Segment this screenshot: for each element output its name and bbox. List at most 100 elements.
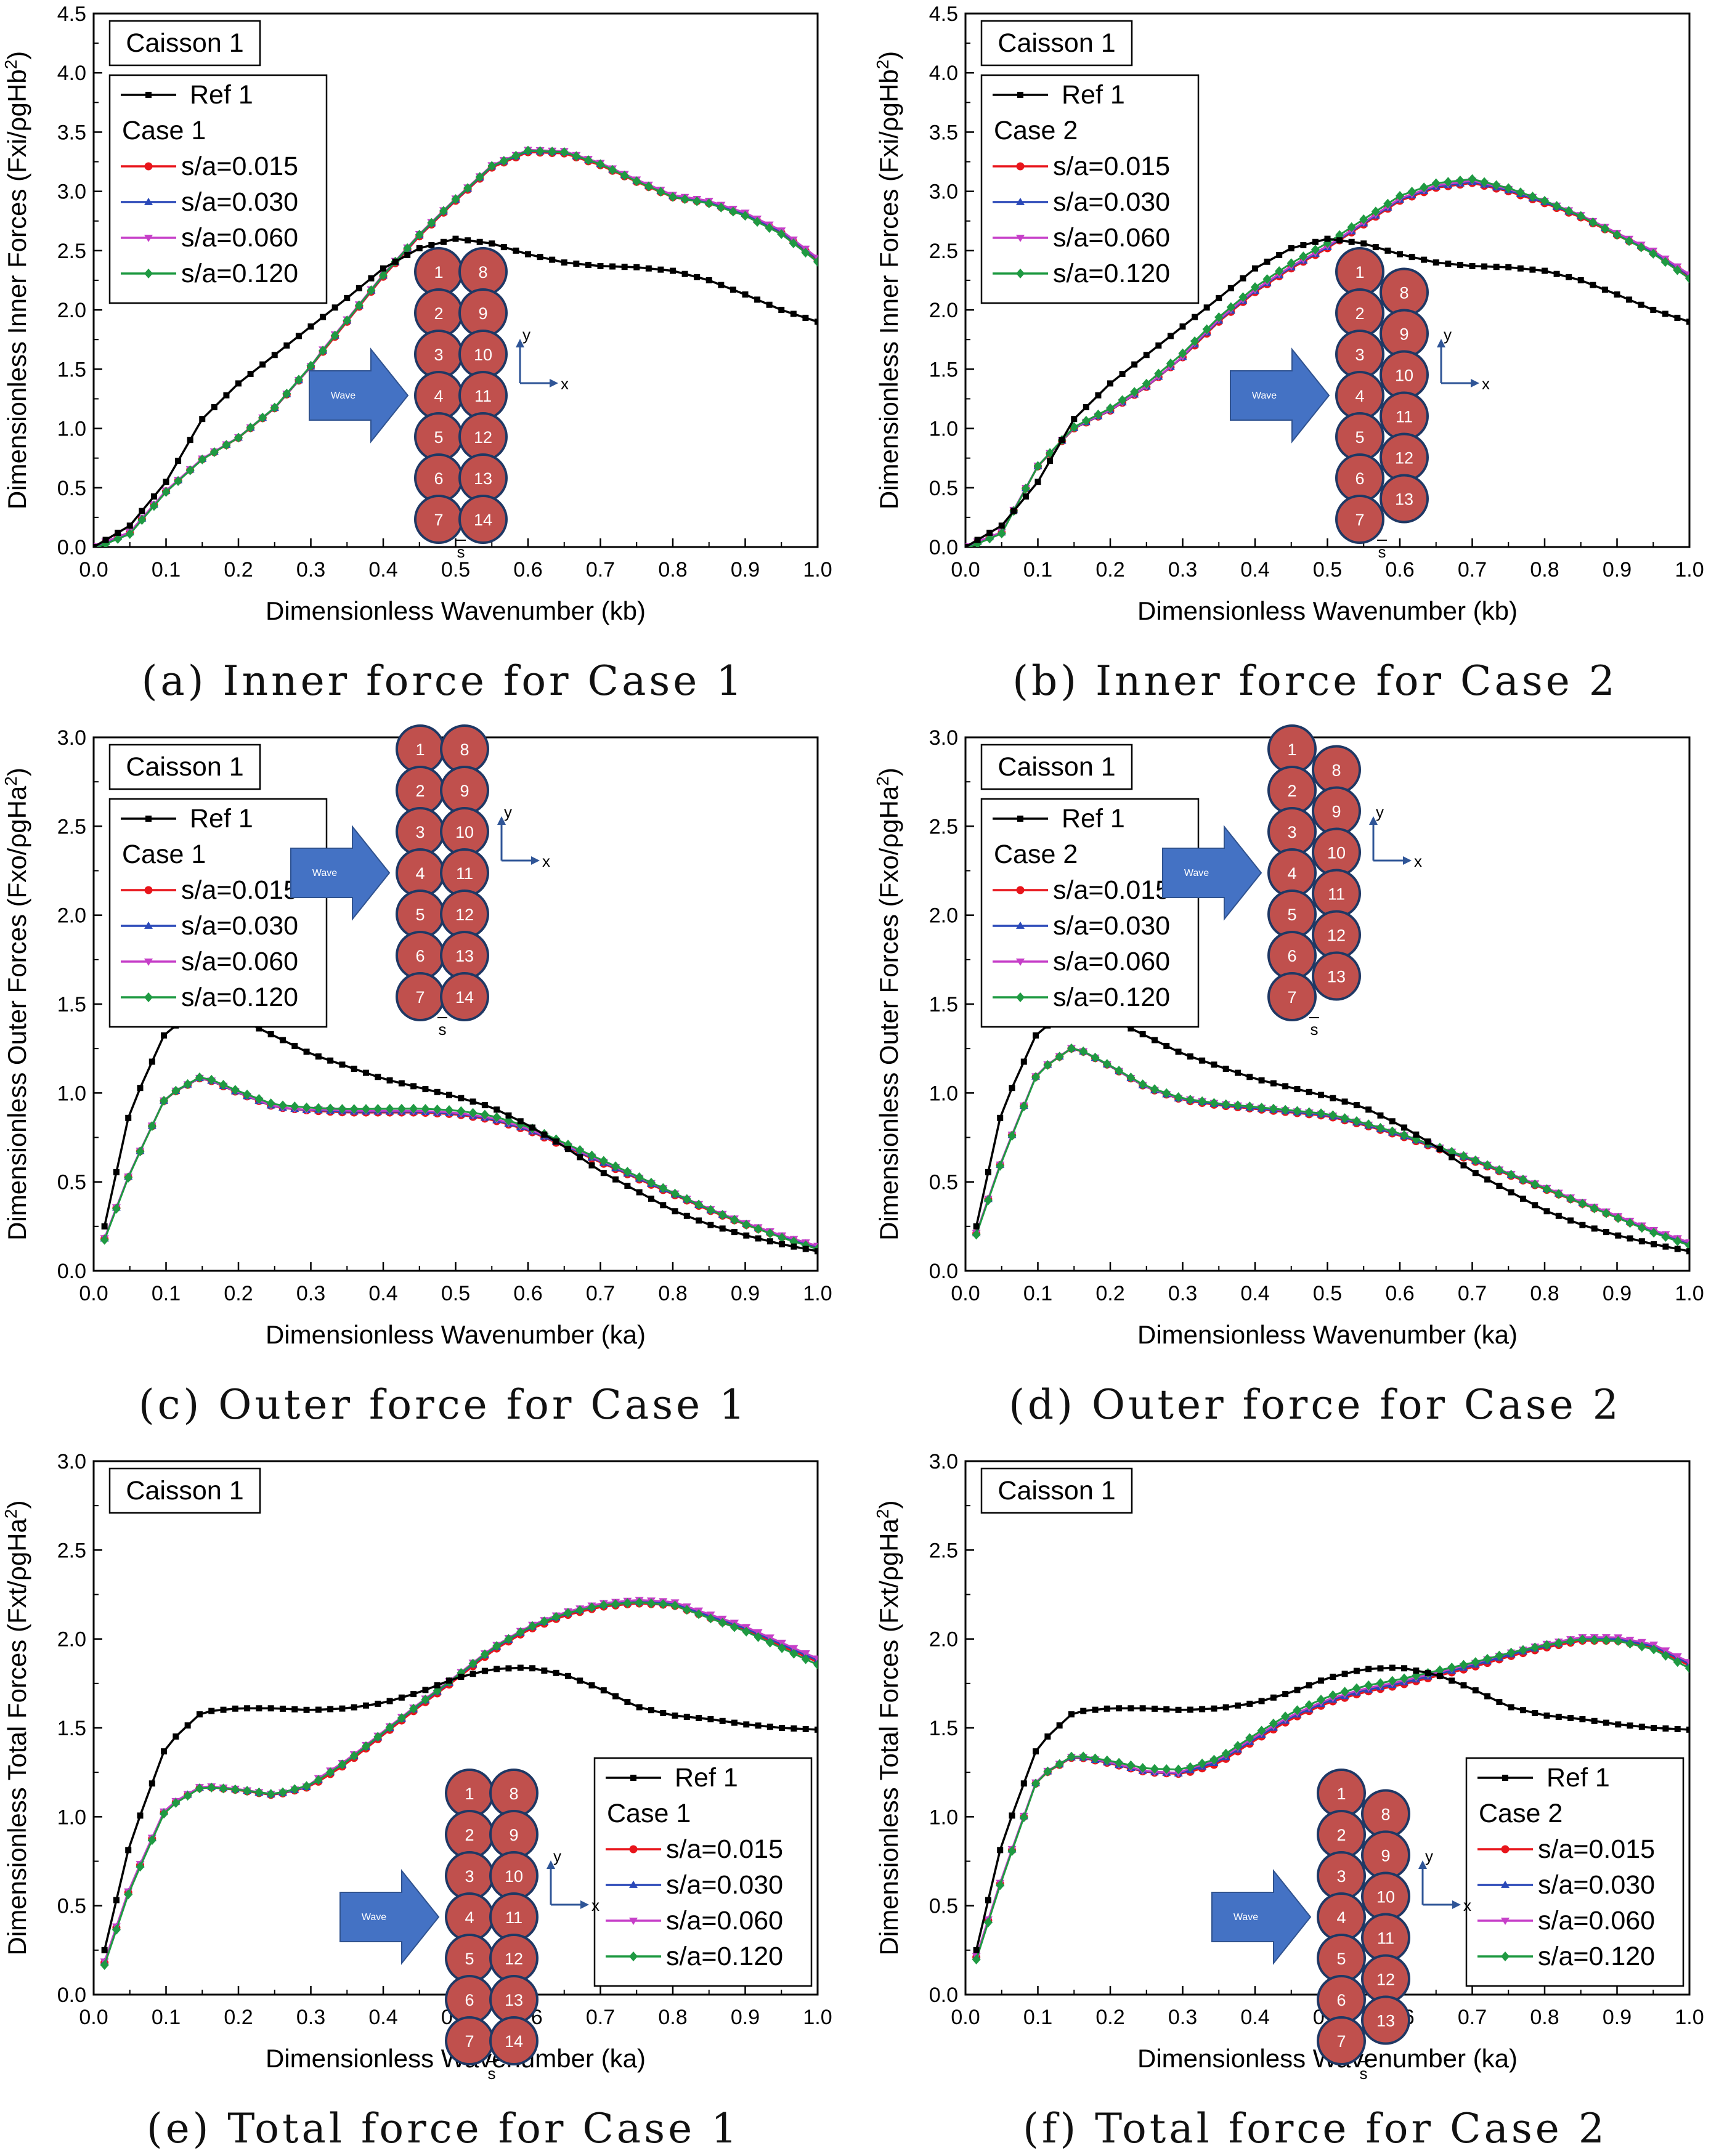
data-point-s120 [1102,1059,1112,1069]
data-point-s120 [1495,1165,1504,1175]
data-point-ref [778,307,785,314]
y-tick-label: 2.0 [57,904,86,928]
data-point-ref [187,437,193,444]
data-point-s120 [290,1784,299,1794]
data-point-ref [636,1704,643,1711]
legend-marker-s015 [1016,886,1025,894]
legend-case-label: Case 2 [1479,1799,1563,1828]
data-point-ref [386,1698,393,1704]
data-point-s120 [1371,206,1380,217]
data-point-s120 [379,270,388,280]
data-point-s120 [694,1199,704,1210]
data-point-ref [1139,1705,1146,1712]
data-point-s120 [504,1634,513,1644]
data-point-s120 [599,1600,608,1610]
data-point-ref [1662,1725,1669,1732]
legend-box [980,74,1200,304]
data-point-ref [184,1722,191,1729]
data-point-s120 [1221,1748,1230,1759]
data-point-ref [1401,1124,1408,1131]
caisson-number: 10 [474,346,492,364]
data-point-s120 [1174,1764,1183,1775]
y-tick-label: 1.0 [929,1082,958,1105]
data-point-ref [1686,318,1689,325]
data-point-ref [223,392,230,399]
data-point-ref [790,1725,797,1732]
data-point-ref [267,1705,274,1712]
x-tick-label: 0.5 [1313,558,1342,582]
data-point-s120 [171,1797,181,1808]
data-point-s120 [1566,1194,1575,1204]
caisson-number: 8 [460,740,469,759]
data-point-ref [802,1725,809,1732]
data-point-s120 [1685,274,1689,284]
data-point-ref [199,416,206,423]
x-tick-label: 0.1 [152,1282,181,1305]
data-point-s120 [1198,1758,1207,1769]
data-point-ref [815,1248,818,1255]
data-point-ref [1258,1077,1265,1084]
data-point-s120 [1281,1104,1290,1115]
data-point-s120 [1233,1100,1242,1111]
caisson-label: Caisson 1 [998,28,1115,58]
data-point-ref [624,1699,631,1706]
data-point-ref [446,1677,453,1684]
data-point-ref [256,1705,262,1712]
data-point-ref [1651,1725,1657,1732]
data-point-ref [161,1748,168,1755]
data-point-ref [137,1812,144,1819]
data-point-ref [469,1671,476,1677]
data-point-ref [597,262,604,269]
x-tick-label: 0.0 [951,1282,980,1305]
data-point-ref [743,1232,750,1239]
caisson-number: 7 [434,511,443,529]
x-tick-label: 0.4 [1240,1282,1269,1305]
data-point-s120 [1328,1110,1338,1121]
data-point-s120 [1091,1052,1100,1063]
caisson-circle [1267,972,1317,1021]
data-point-s120 [670,1600,680,1611]
data-point-ref [1674,314,1681,321]
legend-label-ref: Ref 1 [1546,1763,1610,1793]
caisson-label-box [980,20,1133,67]
data-point-s120 [535,146,545,156]
y-glyph-label: y [1425,1847,1433,1865]
x-tick-label: 0.4 [1240,558,1269,582]
data-point-s120 [551,1611,561,1622]
data-point-s120 [635,1172,644,1182]
data-point-s120 [136,1146,145,1157]
data-point-ref [1353,1668,1360,1674]
data-point-ref [481,1102,488,1109]
data-point-s120 [243,1089,252,1100]
data-point-ref [1360,240,1367,247]
legend-label-s120: s/a=0.120 [1053,983,1170,1012]
x-tick-label: 0.6 [1385,558,1414,582]
data-point-ref [1203,304,1210,311]
y-tick-label: 0.0 [929,1984,958,2007]
data-point-ref [549,256,556,263]
data-point-s120 [1198,1096,1207,1106]
data-point-ref [1389,1664,1396,1671]
data-point-s120 [234,432,243,443]
caisson-number: 13 [474,469,492,488]
caisson-number: 5 [1336,1950,1346,1968]
data-point-ref [307,323,314,330]
legend-box [980,798,1200,1028]
data-point-ref [1436,1146,1443,1153]
data-point-s120 [575,1145,585,1155]
data-point-s120 [1614,1635,1623,1646]
data-point-ref [476,238,483,245]
data-point-ref [1022,493,1029,500]
data-point-s120 [1031,1072,1041,1082]
data-point-ref [1009,1085,1015,1092]
data-point-s120 [587,1150,596,1161]
data-point-s120 [1504,183,1513,193]
wave-label: Wave [1184,868,1209,878]
y-axis-label: Dimensionless Total Forces (Fxt/ρgHa2) [1,1501,32,1956]
data-point-s120 [112,1924,121,1935]
data-point-ref [267,1031,274,1037]
data-point-ref [719,1717,726,1724]
x-tick-label: 0.9 [731,1282,760,1305]
data-point-ref [537,254,543,261]
data-point-ref [541,1131,548,1138]
